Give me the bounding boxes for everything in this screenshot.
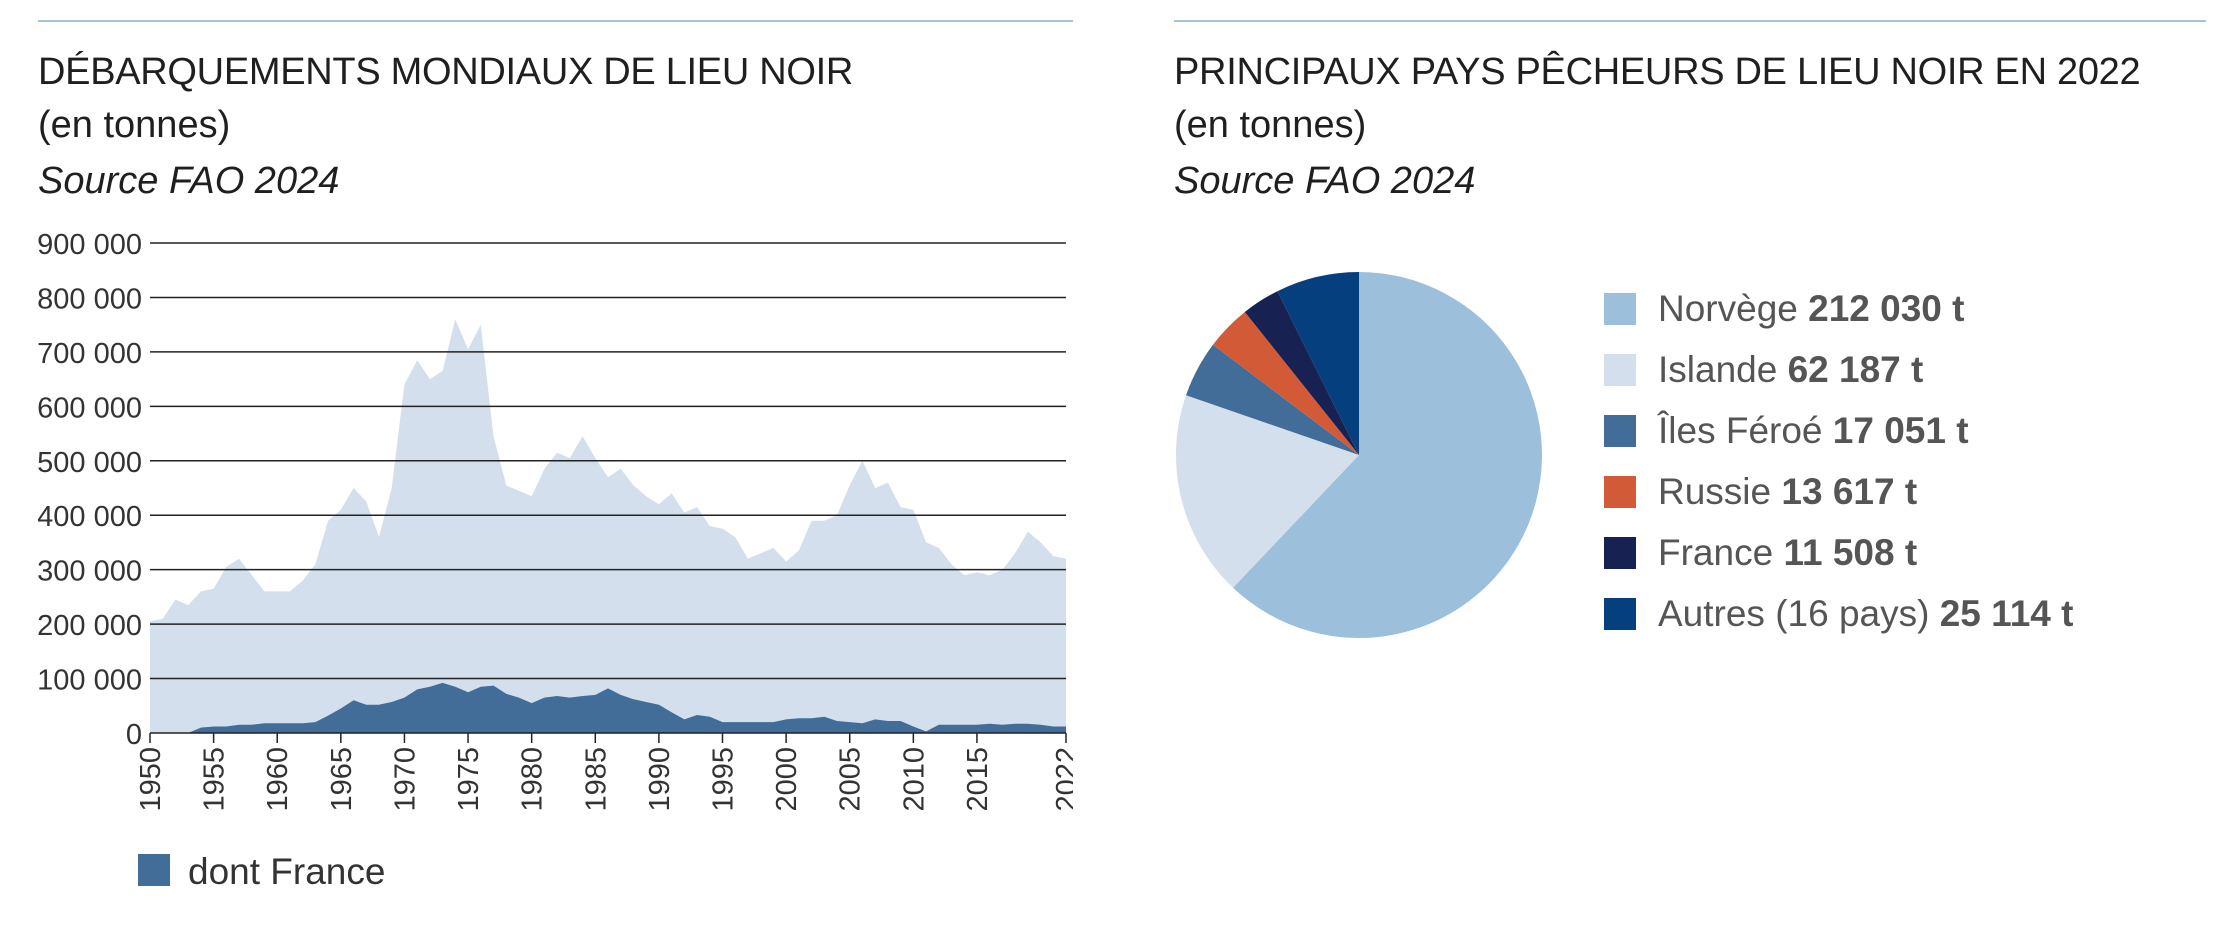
legend-swatch <box>1604 476 1636 508</box>
y-tick-label: 400 000 <box>38 501 142 533</box>
x-tick-label: 1985 <box>580 747 612 812</box>
x-tick-label: 1970 <box>389 747 421 812</box>
legend-country-label: France <box>1658 532 1784 573</box>
pie-legend: Norvège 212 030 t Islande 62 187 t Îles Fé… <box>1604 285 2204 645</box>
y-tick-label: 200 000 <box>38 610 142 642</box>
countries-chart-panel: PRINCIPAUX PAYS PÊCHEURS DE LIEU NOIR EN… <box>1174 0 2206 952</box>
chart-title: DÉBARQUEMENTS MONDIAUX DE LIEU NOIR <box>38 51 854 93</box>
legend-country-label: Islande <box>1658 349 1788 390</box>
france-landings-area <box>150 682 1066 733</box>
x-tick-label: 2010 <box>898 747 930 812</box>
y-tick-label: 0 <box>126 719 142 751</box>
legend-text: Russie 13 617 t <box>1658 468 1917 516</box>
legend-text: Islande 62 187 t <box>1658 346 1923 394</box>
chart-legend: dont France <box>138 851 385 892</box>
chart-title: PRINCIPAUX PAYS PÊCHEURS DE LIEU NOIR EN… <box>1174 51 2141 93</box>
legend-label-france: dont France <box>188 851 385 892</box>
top-rule <box>38 20 1073 22</box>
legend-swatch <box>1604 415 1636 447</box>
pie-slice <box>1233 272 1542 638</box>
x-tick-label: 2000 <box>771 747 803 812</box>
legend-value: 62 187 t <box>1787 349 1924 390</box>
top-rule <box>1174 20 2206 22</box>
pie-slice <box>1186 344 1359 455</box>
x-tick-label: 2015 <box>962 747 994 812</box>
legend-text: Norvège 212 030 t <box>1658 285 1965 333</box>
legend-country-label: Îles Féroé <box>1658 410 1833 451</box>
x-tick-label: 1980 <box>517 747 549 812</box>
legend-text: Autres (16 pays) 25 114 t <box>1658 590 2073 638</box>
legend-country-label: Russie <box>1658 471 1782 512</box>
x-tick-label: 1995 <box>708 747 740 812</box>
world-landings-area <box>150 319 1066 733</box>
chart-subtitle: (en tonnes) <box>38 104 231 146</box>
y-tick-label: 300 000 <box>38 556 142 588</box>
x-tick-label: 2022 <box>1051 747 1073 812</box>
legend-swatch <box>1604 293 1636 325</box>
x-tick-label: 1950 <box>135 747 167 812</box>
y-tick-label: 900 000 <box>38 229 142 261</box>
pie-slice <box>1212 311 1359 455</box>
area-chart: 0 100 000 200 000 300 000 400 000 500 000 600 … <box>38 229 1073 892</box>
x-tick-label: 2005 <box>835 747 867 812</box>
legend-swatch <box>1604 598 1636 630</box>
landings-chart-panel: DÉBARQUEMENTS MONDIAUX DE LIEU NOIR (en … <box>38 0 1073 952</box>
pie-slice <box>1175 395 1359 588</box>
legend-value: 212 030 t <box>1808 288 1965 329</box>
x-tick-label: 1960 <box>262 747 294 812</box>
pie-slice <box>1277 272 1359 455</box>
y-tick-label: 500 000 <box>38 447 142 479</box>
x-tick-label: 1955 <box>199 747 231 812</box>
y-tick-label: 600 000 <box>38 392 142 424</box>
x-tick-label: 1990 <box>644 747 676 812</box>
chart-subtitle: (en tonnes) <box>1174 104 1367 146</box>
legend-swatch <box>1604 537 1636 569</box>
chart-source: Source FAO 2024 <box>1174 160 1476 202</box>
chart-source: Source FAO 2024 <box>38 160 340 202</box>
pie-slice <box>1244 291 1359 455</box>
legend-value: 25 114 t <box>1939 593 2074 634</box>
x-tick-label: 1975 <box>453 747 485 812</box>
legend-country-label: Norvège <box>1658 288 1809 329</box>
legend-swatch-france <box>138 854 170 886</box>
pie-chart <box>1175 272 1542 638</box>
legend-country-label: Autres (16 pays) <box>1658 593 1940 634</box>
x-tick-label: 1965 <box>326 747 358 812</box>
legend-value: 13 617 t <box>1781 471 1918 512</box>
legend-text: France 11 508 t <box>1658 529 1917 577</box>
legend-value: 11 508 t <box>1783 532 1918 573</box>
legend-swatch <box>1604 354 1636 386</box>
y-tick-label: 800 000 <box>38 283 142 315</box>
y-tick-label: 100 000 <box>38 665 142 697</box>
legend-text: Îles Féroé 17 051 t <box>1658 407 1969 455</box>
y-tick-label: 700 000 <box>38 338 142 370</box>
legend-value: 17 051 t <box>1832 410 1969 451</box>
